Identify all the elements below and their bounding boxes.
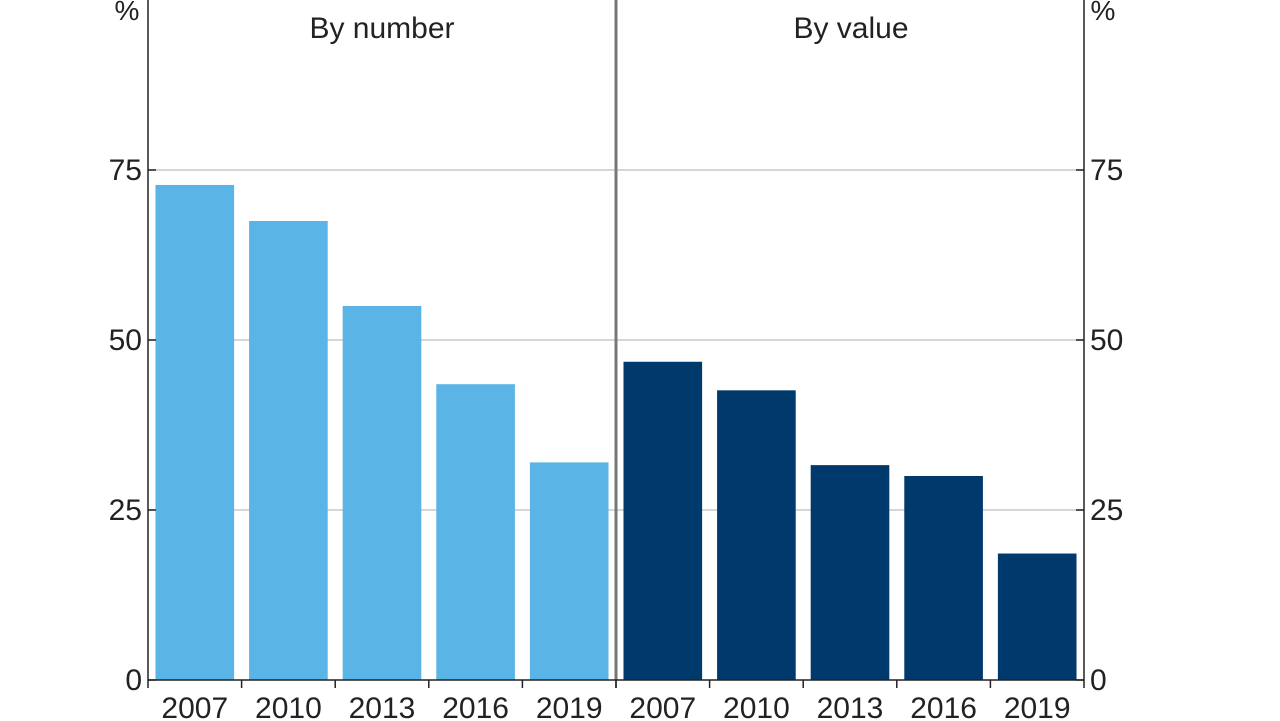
- y-tick-label-right: 0: [1090, 664, 1107, 697]
- axes: [147, 0, 1085, 688]
- bar-by-number-2016: [436, 384, 515, 680]
- x-tick-label: 2016: [442, 692, 509, 721]
- panel-title-by-value: By value: [793, 12, 908, 45]
- bar-by-number-2013: [342, 306, 422, 680]
- labels: % % By number By value 0 0 25 25 50 50 75 75 200…: [109, 0, 1124, 721]
- left-unit-label: %: [115, 0, 140, 26]
- y-tick-label-right: 50: [1090, 324, 1123, 357]
- bar-by-value-2016: [904, 476, 983, 680]
- bar-by-number-2010: [249, 221, 328, 680]
- bar-by-value-2013: [810, 465, 890, 680]
- x-tick-label: 2019: [1004, 692, 1071, 721]
- bar-by-value-2019: [997, 553, 1077, 680]
- x-tick-label: 2010: [723, 692, 790, 721]
- bar-by-value-2010: [717, 390, 796, 680]
- x-tick-label: 2016: [910, 692, 977, 721]
- bar-by-number-2019: [529, 462, 609, 680]
- y-tick-label-left: 0: [125, 664, 142, 697]
- y-tick-label-left: 75: [109, 154, 142, 187]
- y-tick-label-left: 50: [109, 324, 142, 357]
- panel-title-by-number: By number: [309, 12, 454, 45]
- bar-by-number-2007: [155, 184, 235, 680]
- bar-by-value-2007: [623, 361, 703, 680]
- right-unit-label: %: [1091, 0, 1116, 26]
- y-tick-label-right: 75: [1090, 154, 1123, 187]
- x-tick-label: 2010: [255, 692, 322, 721]
- x-tick-label: 2019: [536, 692, 603, 721]
- x-tick-label: 2007: [629, 692, 696, 721]
- bars: [155, 184, 1077, 680]
- y-tick-label-left: 25: [109, 494, 142, 527]
- x-tick-label: 2013: [349, 692, 416, 721]
- y-tick-label-right: 25: [1090, 494, 1123, 527]
- x-tick-label: 2007: [161, 692, 228, 721]
- x-tick-label: 2013: [817, 692, 884, 721]
